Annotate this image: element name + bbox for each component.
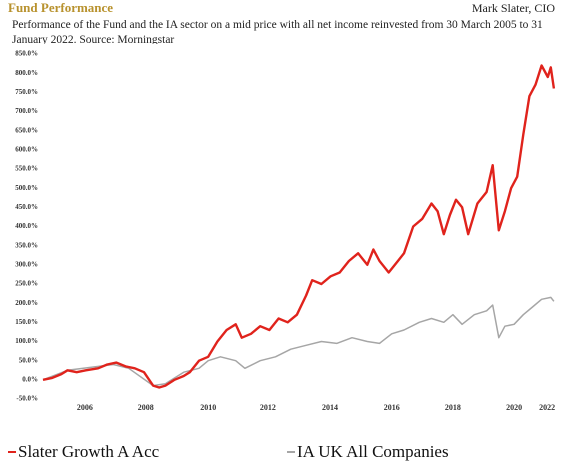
y-tick-label: 500.0% [15,184,38,192]
x-tick-label: 2018 [445,403,461,412]
y-tick-label: 450.0% [15,203,38,211]
y-tick-label: 100.0% [15,337,38,345]
subtitle: Performance of the Fund and the IA secto… [12,19,543,44]
legend-label: Slater Growth A Acc [18,442,160,461]
x-tick-label: 2022 [539,403,555,412]
legend-label: IA UK All Companies [297,442,449,461]
y-tick-label: 800.0% [15,69,38,77]
y-tick-label: 700.0% [15,107,38,115]
y-tick-label: 350.0% [15,241,38,249]
y-tick-label: 0.0% [22,375,38,383]
y-tick-label: 150.0% [15,318,38,326]
x-tick-label: 2012 [260,403,276,412]
series-line [42,296,555,387]
x-tick-label: 2006 [77,403,93,412]
y-tick-label: 850.0% [15,50,38,58]
y-tick-label: 200.0% [15,299,38,307]
y-tick-label: 250.0% [15,280,38,288]
y-tick-label: 750.0% [15,88,38,96]
x-tick-label: 2016 [384,403,400,412]
y-tick-label: 600.0% [15,145,38,153]
x-tick-label: 2010 [200,403,216,412]
series-line [42,64,556,389]
author: Mark Slater, CIO [471,1,555,15]
x-tick-label: 2014 [322,403,338,412]
chart-title: Fund Performance [8,0,114,15]
y-tick-label: 400.0% [15,222,38,230]
y-tick-label: 650.0% [15,126,38,134]
x-tick-label: 2008 [138,403,154,412]
y-tick-label: -50.0% [16,395,38,403]
y-tick-label: 50.0% [19,356,38,364]
y-tick-label: 550.0% [15,165,38,173]
x-tick-label: 2020 [506,403,522,412]
y-tick-label: 300.0% [15,260,38,268]
